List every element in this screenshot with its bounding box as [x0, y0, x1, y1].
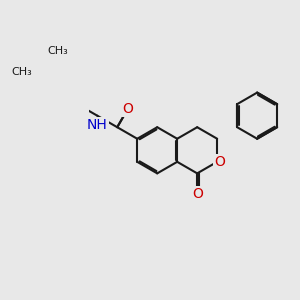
Text: O: O	[122, 102, 133, 116]
Text: NH: NH	[87, 118, 108, 132]
Text: O: O	[192, 187, 203, 201]
Text: CH₃: CH₃	[47, 46, 68, 56]
Text: O: O	[214, 155, 225, 169]
Text: CH₃: CH₃	[11, 67, 32, 77]
